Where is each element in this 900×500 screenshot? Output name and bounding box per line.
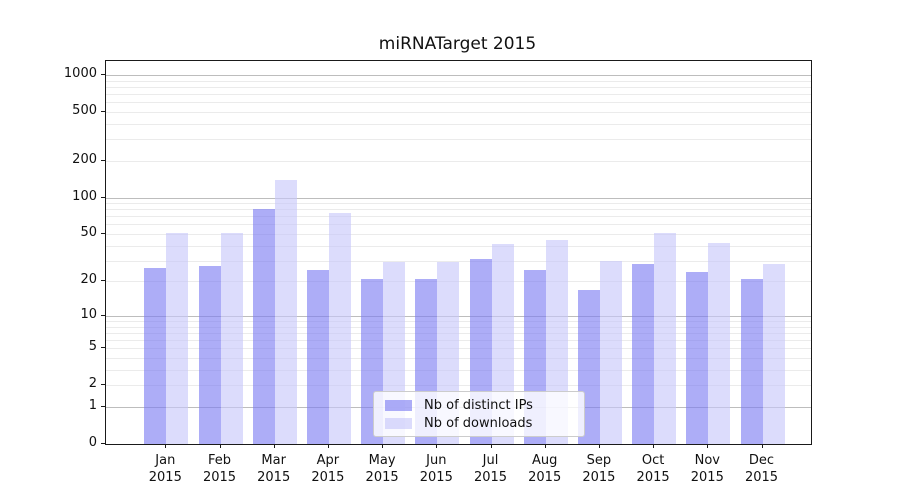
x-tick-mark-feb [219, 444, 221, 448]
x-tick-mark-apr [327, 444, 329, 448]
y-tick-mark-2 [101, 384, 105, 386]
y-tick-mark-5 [101, 347, 105, 349]
x-tick-mark-may [382, 444, 384, 448]
x-tick-mark-sep [598, 444, 600, 448]
y-tick-label-20: 20 [80, 272, 97, 288]
y-tick-label-5: 5 [88, 339, 97, 355]
legend-label-downloads: Nb of downloads [424, 415, 533, 431]
x-tick-label-aug: Aug 2015 [528, 453, 562, 485]
gridline-minor-80 [106, 209, 811, 211]
y-tick-mark-20 [101, 280, 105, 282]
bar-downloads-oct [654, 232, 677, 444]
x-tick-label-dec: Dec 2015 [744, 453, 779, 485]
bar-distinct-ips-dec [740, 278, 763, 444]
bar-distinct-ips-jan [144, 267, 167, 444]
gridline-minor-90 [106, 203, 811, 204]
x-tick-label-nov: Nov 2015 [690, 453, 724, 485]
x-tick-label-jun: Jun 2015 [419, 453, 453, 485]
x-tick-mark-jul [490, 444, 492, 448]
bar-distinct-ips-nov [686, 272, 709, 444]
y-tick-label-50: 50 [80, 225, 97, 240]
y-tick-mark-100 [101, 196, 105, 198]
x-tick-label-jan: Jan 2015 [148, 453, 182, 485]
bar-distinct-ips-mar [252, 209, 275, 444]
x-tick-label-jul: Jul 2015 [473, 453, 508, 485]
x-tick-mark-mar [273, 444, 275, 448]
y-tick-label-1: 1 [88, 398, 97, 413]
y-tick-label-100: 100 [72, 188, 97, 204]
bar-downloads-nov [708, 243, 731, 444]
gridline-minor-200 [106, 160, 811, 162]
bar-downloads-jan [166, 232, 189, 444]
bar-distinct-ips-oct [632, 264, 655, 444]
bar-downloads-feb [220, 232, 243, 444]
y-tick-mark-10 [101, 314, 105, 316]
gridline-minor-300 [106, 139, 811, 141]
gridline-minor-700 [106, 94, 811, 95]
y-tick-label-2: 2 [88, 376, 97, 392]
gridline-minor-70 [106, 216, 811, 218]
x-tick-mark-dec [761, 444, 763, 448]
bar-downloads-sep [599, 260, 622, 444]
y-tick-label-200: 200 [72, 151, 97, 167]
x-tick-mark-aug [544, 444, 546, 448]
legend-swatch-distinct-ips [385, 399, 412, 411]
x-tick-mark-oct [653, 444, 655, 448]
chart-title: miRNATarget 2015 [378, 34, 537, 54]
gridline-minor-60 [106, 224, 811, 226]
y-tick-label-10: 10 [80, 306, 97, 322]
y-tick-mark-1000 [101, 73, 105, 75]
gridline-minor-30 [106, 260, 811, 262]
gridline-major-1000 [106, 74, 811, 76]
gridline-minor-600 [106, 102, 811, 104]
x-tick-label-oct: Oct 2015 [636, 453, 670, 485]
bar-distinct-ips-feb [198, 266, 221, 444]
gridline-major-100 [106, 197, 811, 199]
y-tick-mark-0 [101, 443, 105, 444]
bar-downloads-mar [274, 179, 297, 444]
legend-item-downloads: Nb of downloads [385, 414, 574, 432]
legend-label-distinct-ips: Nb of distinct IPs [424, 397, 533, 413]
y-tick-mark-50 [101, 233, 105, 234]
gridline-minor-40 [106, 245, 811, 247]
y-tick-mark-500 [101, 110, 105, 112]
gridline-minor-400 [106, 123, 811, 125]
legend-item-distinct-ips: Nb of distinct IPs [385, 396, 574, 414]
x-tick-mark-nov [707, 444, 709, 448]
x-tick-label-mar: Mar 2015 [257, 453, 291, 485]
gridline-minor-500 [106, 111, 811, 113]
x-tick-label-sep: Sep 2015 [582, 453, 616, 485]
bar-downloads-apr [328, 212, 351, 444]
x-tick-mark-jan [165, 444, 167, 448]
legend: Nb of distinct IPs Nb of downloads [373, 391, 585, 437]
y-tick-label-1000: 1000 [63, 65, 97, 81]
gridline-minor-50 [106, 234, 811, 235]
x-tick-mark-jun [436, 444, 438, 448]
gridline-minor-800 [106, 86, 811, 88]
legend-swatch-downloads [385, 417, 412, 429]
bar-downloads-dec [762, 264, 785, 444]
bar-distinct-ips-apr [306, 270, 329, 444]
x-tick-label-may: May 2015 [365, 453, 399, 485]
y-tick-label-0: 0 [88, 435, 97, 450]
x-tick-label-feb: Feb 2015 [202, 453, 237, 485]
y-tick-mark-200 [101, 159, 105, 161]
y-tick-mark-1 [101, 406, 105, 407]
gridline-minor-900 [106, 80, 811, 82]
y-tick-label-500: 500 [72, 102, 97, 118]
plot-area [105, 60, 812, 445]
x-tick-label-apr: Apr 2015 [311, 453, 345, 485]
